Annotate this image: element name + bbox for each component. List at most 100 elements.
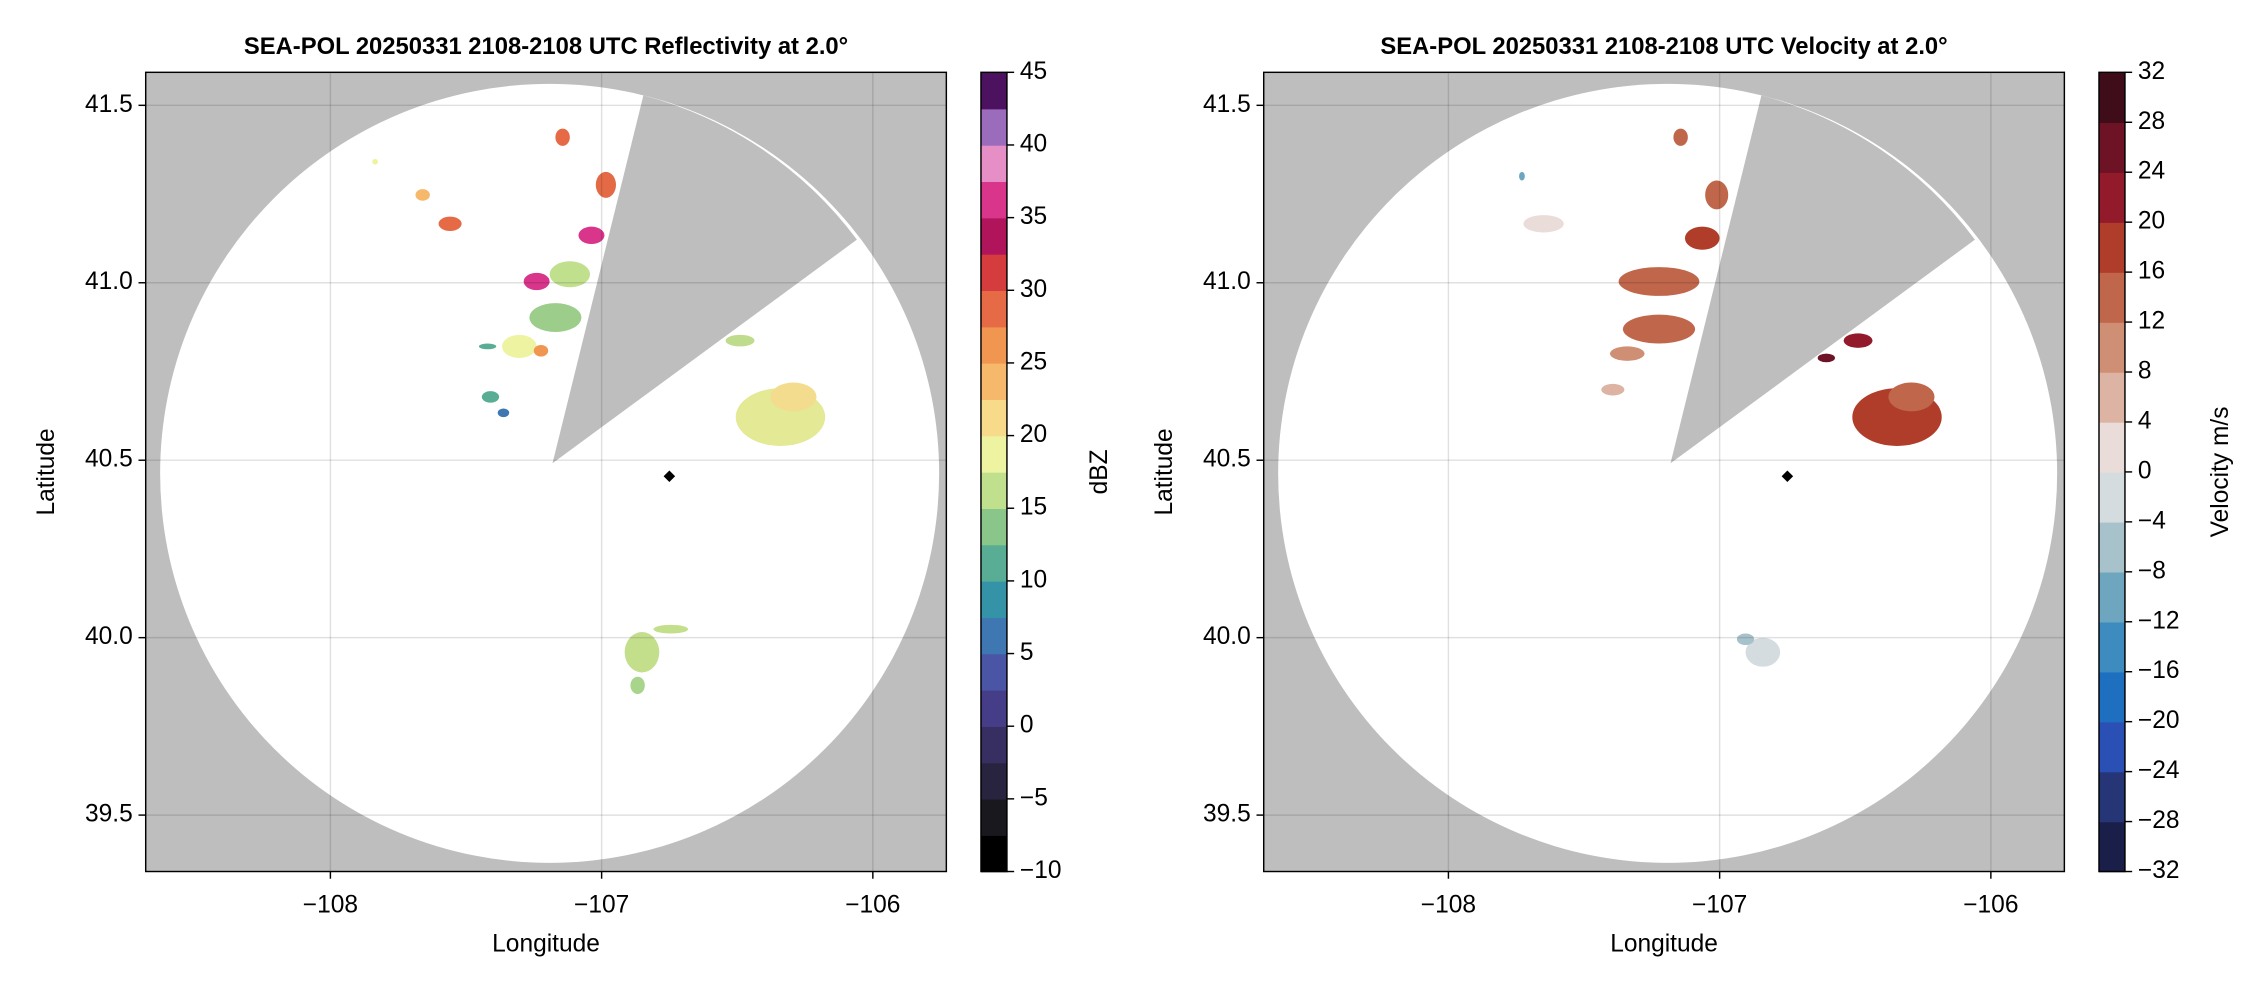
colorbar-band xyxy=(980,435,1007,473)
colorbar-band xyxy=(980,471,1007,509)
colorbar-tick-label: 0 xyxy=(2138,457,2152,484)
echoes xyxy=(372,128,826,695)
colorbar-band xyxy=(980,108,1007,146)
axes-frame xyxy=(144,71,948,873)
colorbar-band xyxy=(2098,671,2125,723)
colorbar-band xyxy=(2098,172,2125,223)
x-tick-label: −106 xyxy=(845,892,900,919)
colorbar-band xyxy=(2098,721,2125,773)
y-tick-label: 41.5 xyxy=(85,91,133,118)
y-tick-label: 40.0 xyxy=(85,623,133,650)
y-tick-label: 41.0 xyxy=(85,268,133,295)
colorbar-tick-label: 16 xyxy=(2138,258,2165,285)
colorbar-band xyxy=(2098,421,2125,473)
blocked-sector xyxy=(552,95,857,464)
colorbar-band xyxy=(2098,372,2125,423)
y-tick-label: 40.5 xyxy=(85,446,133,473)
colorbar-band xyxy=(980,326,1007,364)
colorbar-band xyxy=(980,290,1007,328)
colorbar-tick-label: −20 xyxy=(2138,707,2180,734)
colorbar-tick-label: −8 xyxy=(2138,557,2166,584)
x-tick-label: −106 xyxy=(1963,892,2018,919)
colorbar-band xyxy=(980,544,1007,582)
colorbar-tick-label: 30 xyxy=(1020,276,1047,303)
colorbar-tick-label: 5 xyxy=(1020,639,1034,666)
colorbar-band xyxy=(980,689,1007,727)
colorbar-tick-label: 25 xyxy=(1020,348,1047,375)
colorbar-band xyxy=(2098,821,2125,873)
colorbar-band xyxy=(980,798,1007,836)
colorbar-tick-label: 20 xyxy=(2138,208,2165,235)
colorbar-tick-label: −12 xyxy=(2138,607,2180,634)
y-tick-label: 41.5 xyxy=(1203,91,1251,118)
colorbar-band xyxy=(2098,771,2125,823)
y-axis-label: Latitude xyxy=(33,428,60,515)
colorbar-band xyxy=(980,617,1007,655)
colorbar-band xyxy=(980,580,1007,618)
colorbar-band xyxy=(980,181,1007,219)
colorbar-band xyxy=(2098,521,2125,573)
colorbar-band xyxy=(980,653,1007,691)
colorbar-tick-label: 10 xyxy=(1020,566,1047,593)
colorbar-tick-label: −24 xyxy=(2138,757,2180,784)
colorbar-band xyxy=(980,72,1007,110)
colorbar-band xyxy=(2098,621,2125,673)
x-tick-label: −108 xyxy=(1421,892,1476,919)
colorbar-band xyxy=(2098,571,2125,623)
colorbar-band xyxy=(980,508,1007,546)
x-axis-label: Longitude xyxy=(1610,931,1718,958)
colorbar-band xyxy=(2098,272,2125,323)
axes-frame xyxy=(1262,71,2066,873)
colorbar-tick-label: 24 xyxy=(2138,158,2165,185)
colorbar-tick-label: −32 xyxy=(2138,857,2180,884)
colorbar-band xyxy=(980,762,1007,800)
x-tick-label: −108 xyxy=(303,892,358,919)
colorbar-tick-label: −5 xyxy=(1020,784,1048,811)
x-tick-label: −107 xyxy=(1692,892,1747,919)
colorbar-tick-label: 40 xyxy=(1020,130,1047,157)
panel-velocity xyxy=(1263,72,2065,872)
colorbar-tick-label: 35 xyxy=(1020,203,1047,230)
chart-title: SEA-POL 20250331 2108-2108 UTC Velocity … xyxy=(1380,33,1947,60)
colorbar-band xyxy=(980,253,1007,292)
site-marker xyxy=(1781,470,1794,483)
colorbar-band xyxy=(2098,122,2125,173)
blocked-sector xyxy=(1670,95,1975,464)
colorbar-tick-label: 12 xyxy=(2138,308,2165,335)
colorbar-band xyxy=(980,399,1007,437)
y-tick-label: 40.0 xyxy=(1203,623,1251,650)
colorbar-tick-label: −10 xyxy=(1020,857,1062,884)
colorbar-band xyxy=(980,362,1007,400)
y-tick-label: 41.0 xyxy=(1203,268,1251,295)
y-tick-label: 40.5 xyxy=(1203,446,1251,473)
colorbar-tick-label: −28 xyxy=(2138,807,2180,834)
colorbar-band xyxy=(2098,471,2125,523)
colorbar-band xyxy=(980,217,1007,255)
colorbar-label: Velocity m/s xyxy=(2207,407,2234,538)
colorbar-band xyxy=(980,726,1007,764)
colorbar-tick-label: 8 xyxy=(2138,358,2152,385)
x-tick-label: −107 xyxy=(574,892,629,919)
colorbar-band xyxy=(980,835,1007,873)
colorbar-band xyxy=(980,144,1007,183)
colorbar-tick-label: −4 xyxy=(2138,507,2166,534)
colorbar-label: dBZ xyxy=(1086,449,1113,494)
colorbar-tick-label: 0 xyxy=(1020,712,1034,739)
colorbar-tick-label: 32 xyxy=(2138,58,2165,85)
colorbar-band xyxy=(2098,222,2125,273)
y-axis-label: Latitude xyxy=(1151,428,1178,515)
colorbar-tick-label: 45 xyxy=(1020,58,1047,85)
y-tick-label: 39.5 xyxy=(1203,801,1251,828)
colorbar-tick-label: 15 xyxy=(1020,494,1047,521)
colorbar-band xyxy=(2098,322,2125,373)
colorbar-frame xyxy=(980,71,1008,873)
panel-reflectivity xyxy=(145,72,947,872)
colorbar-tick-label: 20 xyxy=(1020,421,1047,448)
x-axis-label: Longitude xyxy=(492,931,600,958)
colorbar-tick-label: 28 xyxy=(2138,108,2165,135)
y-tick-label: 39.5 xyxy=(85,801,133,828)
colorbar-tick-label: 4 xyxy=(2138,407,2152,434)
colorbar-tick-label: −16 xyxy=(2138,657,2180,684)
colorbar-band xyxy=(2098,72,2125,123)
